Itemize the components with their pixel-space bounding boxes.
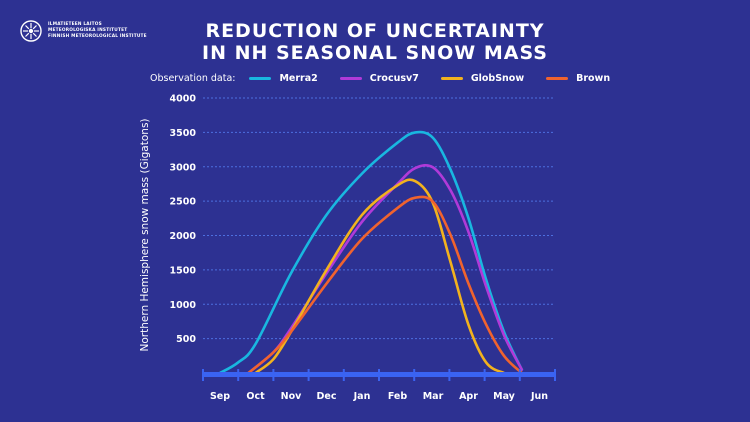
y-tick-label: 1000 <box>170 300 197 311</box>
legend-swatch <box>440 77 463 80</box>
x-tick-label: Sep <box>210 391 230 402</box>
legend-item-crocusv7: Crocusv7 <box>339 73 419 84</box>
x-tick-label: Apr <box>459 391 478 402</box>
y-tick-label: 3000 <box>170 162 197 173</box>
legend-swatch <box>249 77 272 80</box>
legend-item-brown: Brown <box>546 73 610 84</box>
x-tick-label: Dec <box>317 391 337 402</box>
legend-item-globsnow: GlobSnow <box>440 73 525 84</box>
chart-title-line-2: IN NH SEASONAL SNOW MASS <box>202 42 548 64</box>
legend: Observation data: Merra2 Crocusv7 GlobSn… <box>150 73 632 84</box>
x-tick-label: Jun <box>530 391 548 402</box>
logo-line-2: METEOROLOGISKA INSTITUTET <box>48 28 128 33</box>
y-tick-label: 1500 <box>170 265 197 276</box>
logo-text: ILMATIETEEN LAITOS METEOROLOGISKA INSTIT… <box>48 22 147 40</box>
series-line-crocusv7 <box>247 163 524 375</box>
legend-text: Merra2 <box>279 73 318 84</box>
fmi-logo-icon <box>20 20 42 42</box>
legend-swatch <box>546 77 569 80</box>
x-tick-label: May <box>493 391 516 402</box>
x-tick-label: Oct <box>246 391 265 402</box>
y-tick-label: 3500 <box>170 128 197 139</box>
legend-item-merra2: Merra2 <box>249 73 318 84</box>
logo-line-1: ILMATIETEEN LAITOS <box>48 22 102 27</box>
y-tick-label: 4000 <box>170 94 197 105</box>
x-tick-label: Nov <box>281 391 302 402</box>
chart-title-line-1: REDUCTION OF UNCERTAINTY <box>205 20 545 42</box>
x-tick-label: Feb <box>388 391 408 402</box>
legend-text: GlobSnow <box>470 73 525 84</box>
series-line-brown <box>247 195 524 375</box>
fmi-logo: ILMATIETEEN LAITOS METEOROLOGISKA INSTIT… <box>20 20 147 42</box>
legend-text: Brown <box>576 73 611 84</box>
series-line-merra2 <box>218 130 524 375</box>
logo-line-3: FINNISH METEOROLOGICAL INSTITUTE <box>48 34 147 39</box>
legend-text: Crocusv7 <box>369 73 419 84</box>
legend-label: Observation data: <box>150 73 236 84</box>
legend-swatch <box>339 77 362 80</box>
y-tick-label: 500 <box>176 334 196 345</box>
chart-title: REDUCTION OF UNCERTAINTY IN NH SEASONAL … <box>0 20 750 64</box>
x-tick-label: Mar <box>423 391 444 402</box>
x-tick-label: Jan <box>353 391 371 402</box>
y-tick-label: 2500 <box>170 197 197 208</box>
y-tick-label: 2000 <box>170 231 197 242</box>
